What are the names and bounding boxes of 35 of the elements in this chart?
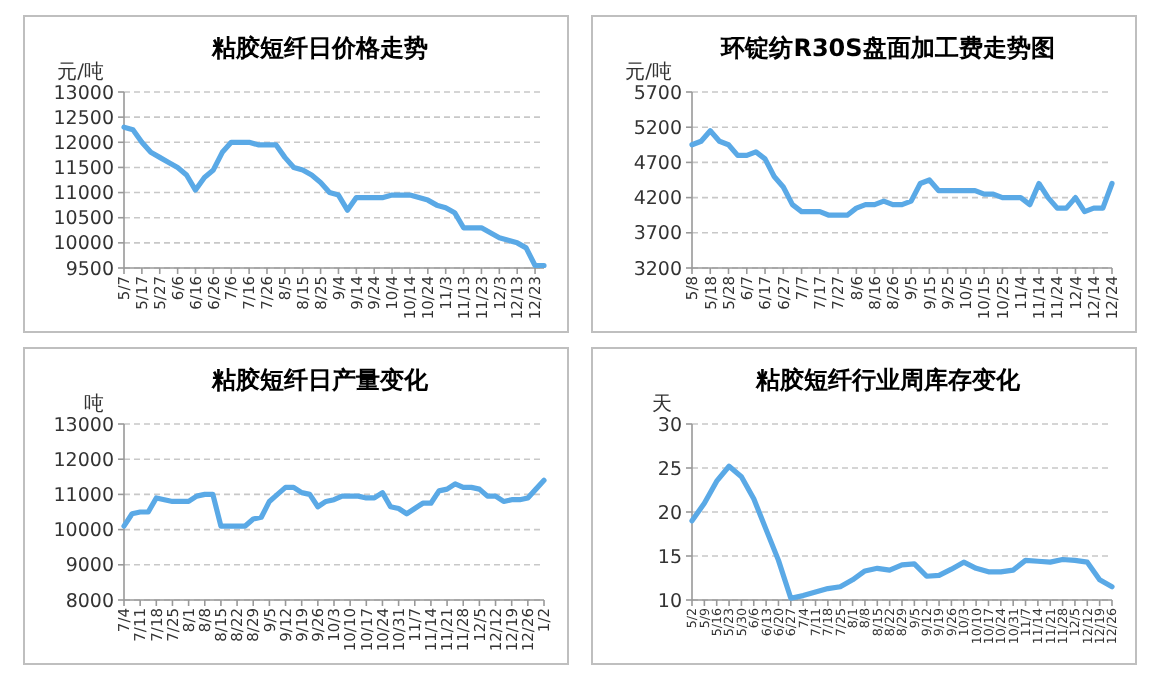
y-tick-label: 20 [657, 502, 682, 525]
chart-title: 粘胶短纤日价格走势 [210, 34, 428, 62]
y-tick-label: 5200 [633, 117, 682, 140]
y-tick-label: 3700 [633, 223, 682, 246]
y-tick-label: 12000 [53, 449, 114, 472]
y-axis-title: 元/吨 [625, 60, 672, 84]
y-tick-label: 25 [657, 458, 682, 481]
y-tick-label: 10500 [53, 208, 114, 231]
y-axis-title: 元/吨 [57, 60, 104, 84]
chart-title: 粘胶短纤行业周库存变化 [754, 366, 1022, 394]
line-series [689, 128, 1115, 218]
y-tick-label: 11500 [53, 158, 114, 181]
y-tick-label: 12000 [53, 132, 114, 155]
y-tick-label: 10000 [53, 520, 114, 543]
chart-title: 粘胶短纤日产量变化 [210, 366, 430, 394]
y-tick-label: 13000 [53, 414, 114, 437]
chart-title: 环锭纺R30S盘面加工费走势图 [719, 34, 1055, 62]
y-tick-label: 3200 [633, 258, 682, 281]
y-tick-label: 8000 [65, 590, 114, 613]
y-tick-label: 9500 [65, 258, 114, 281]
y-tick-label: 4200 [633, 188, 682, 211]
y-tick-label: 13000 [53, 82, 114, 105]
y-tick-label: 9000 [65, 555, 114, 578]
line-series [121, 477, 547, 529]
y-tick-label: 12500 [53, 107, 114, 130]
y-tick-label: 30 [657, 414, 682, 437]
y-tick-label: 4700 [633, 153, 682, 175]
y-tick-label: 5700 [633, 82, 682, 105]
y-tick-label: 11000 [53, 183, 114, 206]
y-tick-label: 15 [657, 546, 682, 569]
y-tick-label: 10 [657, 590, 682, 613]
y-axis-title: 吨 [84, 392, 104, 416]
y-tick-label: 10000 [53, 233, 114, 256]
y-tick-label: 11000 [53, 485, 114, 507]
y-axis-title: 天 [652, 394, 672, 416]
